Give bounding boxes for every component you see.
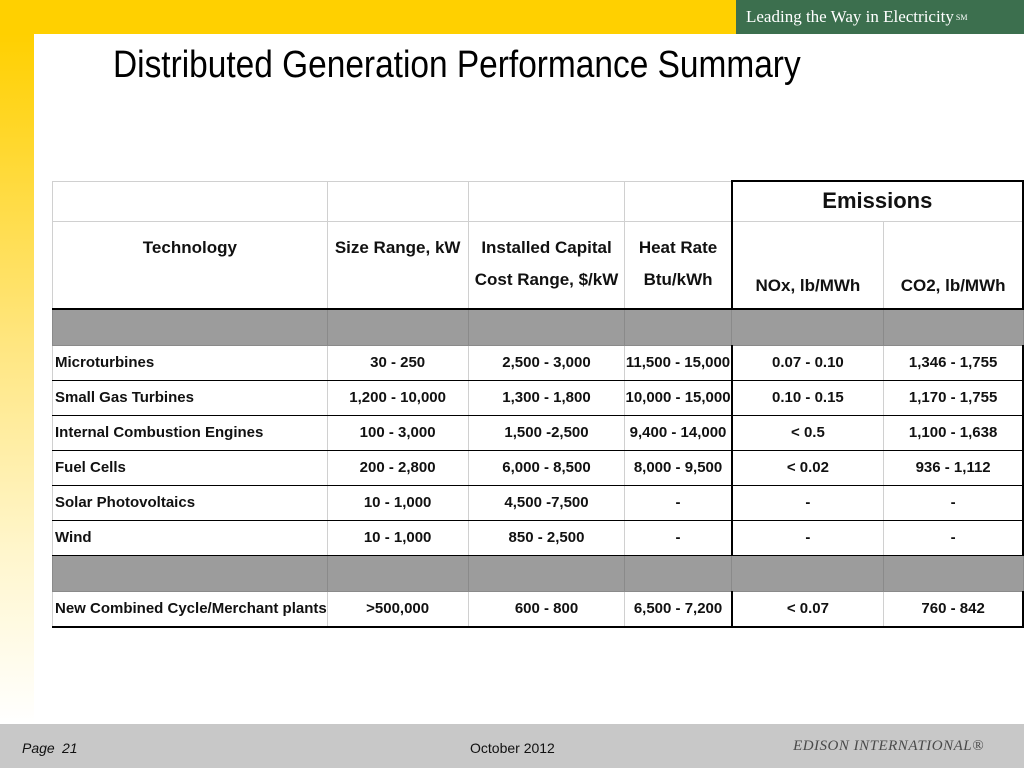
cell-co2: - <box>883 484 1024 521</box>
cell-size: 200 - 2,800 <box>326 449 469 486</box>
cell-heat-rate: 9,400 - 14,000 <box>624 414 733 451</box>
blank-header-cell <box>467 180 626 222</box>
left-accent-band <box>0 34 34 724</box>
table-row: Small Gas Turbines 1,200 - 10,000 1,300 … <box>52 379 1024 416</box>
header-co2: CO2, lb/MWh <box>883 220 1024 310</box>
blank-header-cell <box>624 180 733 222</box>
slide-footer: Page 21 October 2012 EDISON INTERNATIONA… <box>0 724 1024 768</box>
cell-nox: < 0.02 <box>730 449 885 486</box>
brand-tagline: Leading the Way in Electricity SM <box>736 0 1024 34</box>
cell-co2: 1,170 - 1,755 <box>883 379 1024 416</box>
grey-separator-row <box>52 554 1024 592</box>
footer-date: October 2012 <box>470 740 555 756</box>
cell-heat-rate: 6,500 - 7,200 <box>624 590 733 628</box>
cell-technology: Solar Photovoltaics <box>52 484 328 521</box>
table-row: Solar Photovoltaics 10 - 1,000 4,500 -7,… <box>52 484 1024 521</box>
grey-separator-row <box>52 308 1024 346</box>
cell-cost: 2,500 - 3,000 <box>467 344 626 381</box>
blank-header-cell <box>326 180 469 222</box>
table-row: Fuel Cells 200 - 2,800 6,000 - 8,500 8,0… <box>52 449 1024 486</box>
blank-header-cell <box>52 180 328 222</box>
cell-heat-rate: 8,000 - 9,500 <box>624 449 733 486</box>
cell-co2: 1,346 - 1,755 <box>883 344 1024 381</box>
cell-cost: 4,500 -7,500 <box>467 484 626 521</box>
header-capital-cost-line1: Installed Capital <box>481 237 612 257</box>
cell-cost: 1,500 -2,500 <box>467 414 626 451</box>
page-number: 21 <box>62 740 78 756</box>
header-technology: Technology <box>52 220 328 310</box>
cell-technology: New Combined Cycle/Merchant plants <box>52 590 328 628</box>
header-capital-cost: Installed Capital Cost Range, $/kW <box>467 220 626 310</box>
cell-technology: Internal Combustion Engines <box>52 414 328 451</box>
cell-size: 10 - 1,000 <box>326 484 469 521</box>
tagline-text: Leading the Way in Electricity <box>746 7 954 26</box>
table-row: Wind 10 - 1,000 850 - 2,500 - - - <box>52 519 1024 556</box>
header-heat-rate: Heat Rate Btu/kWh <box>624 220 733 310</box>
table-row: Internal Combustion Engines 100 - 3,000 … <box>52 414 1024 451</box>
cell-co2: 760 - 842 <box>883 590 1024 628</box>
cell-size: >500,000 <box>326 590 469 628</box>
cell-heat-rate: 10,000 - 15,000 <box>624 379 733 416</box>
header-nox: NOx, lb/MWh <box>730 220 885 310</box>
cell-technology: Wind <box>52 519 328 556</box>
cell-cost: 600 - 800 <box>467 590 626 628</box>
cell-technology: Small Gas Turbines <box>52 379 328 416</box>
header-size-range: Size Range, kW <box>326 220 469 310</box>
table-row: Microturbines 30 - 250 2,500 - 3,000 11,… <box>52 344 1024 381</box>
cell-size: 1,200 - 10,000 <box>326 379 469 416</box>
cell-heat-rate: - <box>624 484 733 521</box>
cell-cost: 6,000 - 8,500 <box>467 449 626 486</box>
cell-nox: 0.10 - 0.15 <box>730 379 885 416</box>
performance-table-container: Emissions Technology Size Range, kW Inst… <box>52 180 1024 628</box>
cell-co2: 1,100 - 1,638 <box>883 414 1024 451</box>
cell-co2: 936 - 1,112 <box>883 449 1024 486</box>
cell-nox: - <box>730 484 885 521</box>
header-capital-cost-line2: Cost Range, $/kW <box>474 269 619 289</box>
cell-nox: < 0.07 <box>730 590 885 628</box>
header-heat-rate-line1: Heat Rate <box>638 237 718 257</box>
service-mark: SM <box>955 12 968 22</box>
cell-size: 100 - 3,000 <box>326 414 469 451</box>
header-heat-rate-line2: Btu/kWh <box>643 269 713 289</box>
slide-title: Distributed Generation Performance Summa… <box>113 44 801 86</box>
cell-nox: 0.07 - 0.10 <box>730 344 885 381</box>
page-label: Page <box>22 740 55 756</box>
cell-cost: 850 - 2,500 <box>467 519 626 556</box>
cell-heat-rate: - <box>624 519 733 556</box>
cell-technology: Microturbines <box>52 344 328 381</box>
reference-plant-row: New Combined Cycle/Merchant plants >500,… <box>52 590 1024 628</box>
cell-nox: - <box>730 519 885 556</box>
group-header-row: Emissions <box>52 180 1024 222</box>
column-header-row: Technology Size Range, kW Installed Capi… <box>52 220 1024 310</box>
cell-technology: Fuel Cells <box>52 449 328 486</box>
cell-cost: 1,300 - 1,800 <box>467 379 626 416</box>
cell-size: 10 - 1,000 <box>326 519 469 556</box>
cell-co2: - <box>883 519 1024 556</box>
company-name: EDISON INTERNATIONAL® <box>793 738 984 754</box>
cell-heat-rate: 11,500 - 15,000 <box>624 344 733 381</box>
emissions-group-header: Emissions <box>730 180 1024 222</box>
cell-size: 30 - 250 <box>326 344 469 381</box>
cell-nox: < 0.5 <box>730 414 885 451</box>
performance-table: Emissions Technology Size Range, kW Inst… <box>52 180 1024 628</box>
